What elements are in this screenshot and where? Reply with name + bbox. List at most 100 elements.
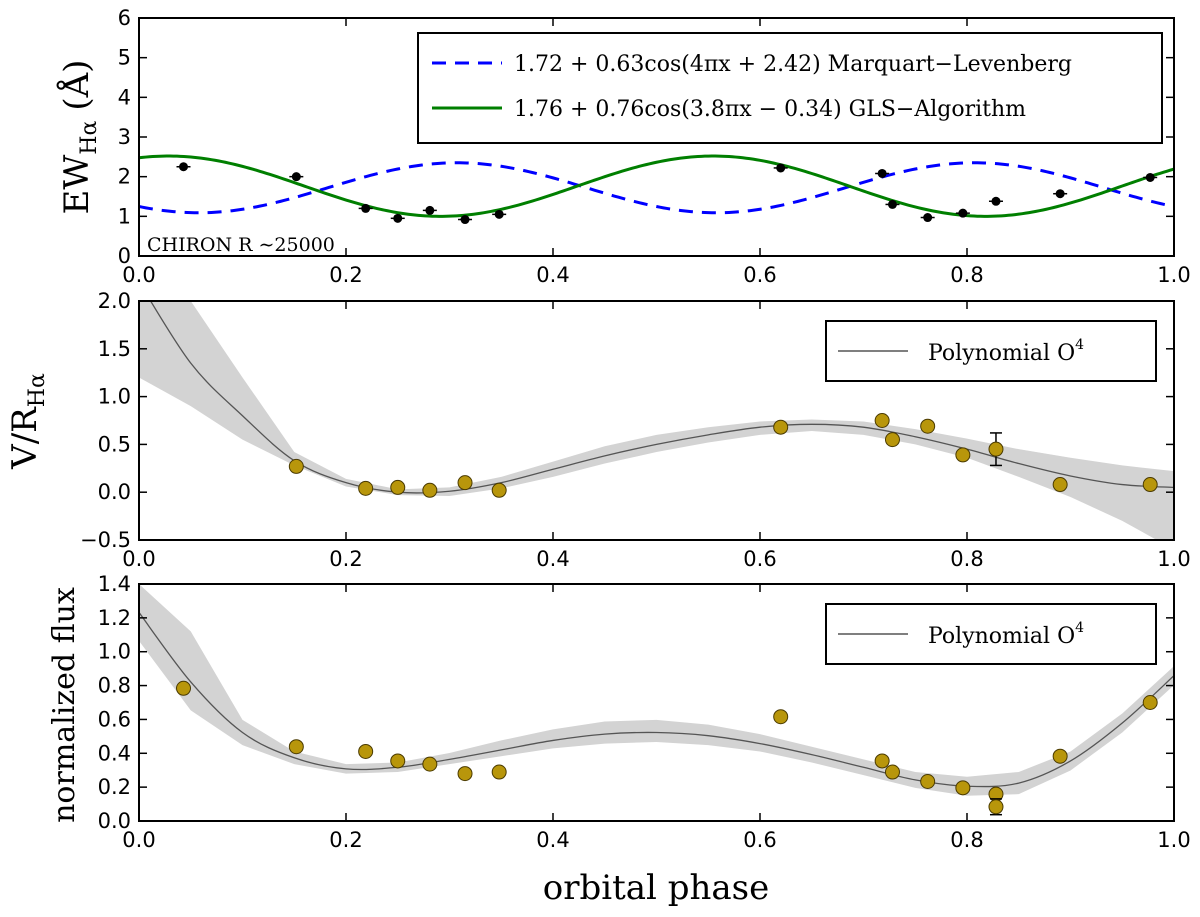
y-axis-label-bottom: normalized flux	[47, 587, 82, 823]
data-point-middle	[1142, 477, 1158, 493]
y-tick-label-top: 3	[118, 125, 131, 149]
plot-area-middle	[139, 301, 1174, 540]
y-axis-label-middle: V/RHα	[5, 373, 50, 470]
panel-middle-frame	[138, 300, 1175, 541]
data-point-bottom	[457, 766, 473, 782]
y-tick-label-middle: 0.0	[98, 480, 131, 504]
ylabel-middle-main: V/R	[5, 406, 45, 470]
y-tick-label-bottom: 1.2	[98, 606, 131, 630]
data-point-middle	[874, 413, 890, 428]
data-point-middle	[491, 482, 507, 498]
data-point-middle	[988, 441, 1004, 457]
data-point-bottom	[288, 739, 304, 755]
instrument-annotation: CHIRON R ∼25000	[147, 234, 335, 256]
y-tick-label-top: 4	[118, 85, 131, 109]
ew-data-point	[460, 215, 470, 225]
data-point-middle	[920, 418, 936, 434]
legend-middle-sup: 4	[1075, 337, 1084, 353]
x-tick-label-top: 0.6	[743, 263, 776, 287]
y-tick-label-bottom: 0.2	[98, 775, 131, 799]
legend-top-box	[417, 32, 1163, 144]
data-point-bottom	[988, 799, 1004, 815]
ew-data-point	[361, 203, 371, 213]
x-tick-label-middle: 0.6	[743, 547, 776, 571]
data-point-middle	[390, 479, 406, 495]
x-tick-label-top: 0.4	[536, 263, 569, 287]
x-tick-label-top: 0.8	[950, 263, 983, 287]
data-point-bottom	[1052, 748, 1068, 764]
y-tick-label-bottom: 1.4	[98, 572, 131, 596]
y-tick-label-top: 1	[118, 204, 131, 228]
x-tick-label-bottom: 0.4	[536, 828, 569, 852]
data-point-bottom	[491, 764, 507, 780]
data-point-middle	[422, 482, 438, 498]
ew-data-point	[958, 208, 968, 218]
x-tick-label-middle: 0.0	[122, 547, 155, 571]
y-tick-label-middle: −0.5	[80, 528, 131, 552]
x-tick-label-middle: 1.0	[1157, 547, 1190, 571]
y-axis-label-top: EWHα (Å)	[56, 60, 102, 215]
x-tick-label-bottom: 0.8	[950, 828, 983, 852]
y-tick-label-middle: 1.5	[98, 337, 131, 361]
legend-ml-label: 1.72 + 0.63cos(4πx + 2.42) Marquart−Leve…	[514, 52, 1072, 77]
panel-top: CHIRON R ∼25000 1.72 + 0.63cos(4πx + 2.4…	[56, 17, 1175, 257]
y-tick-label-top: 5	[118, 46, 131, 70]
plot-area-top	[139, 154, 1174, 225]
ylabel-top-main: EW	[57, 155, 97, 215]
data-point-bottom	[390, 753, 406, 769]
y-tick-label-bottom: 0.4	[98, 741, 131, 765]
x-tick-label-top: 0.2	[329, 263, 362, 287]
data-point-middle	[288, 458, 304, 474]
data-point-bottom	[955, 780, 971, 796]
legend-middle-name: Polynomial O	[928, 341, 1075, 366]
data-point-bottom	[422, 756, 438, 772]
y-tick-label-top: 2	[118, 165, 131, 189]
ew-data-point	[923, 213, 933, 223]
x-tick-label-middle: 0.4	[536, 547, 569, 571]
y-tick-label-bottom: 0.0	[98, 809, 131, 833]
y-tick-label-bottom: 1.0	[98, 640, 131, 664]
polynomial-fit-line-bottom	[139, 612, 1174, 788]
tick-labels: 0.0 0.2 0.4 0.6 0.8 1.0 0 1 2 3 4 5 6 0.0 0.2 0.4 0.6 0.8…	[80, 6, 1191, 852]
data-point-bottom	[874, 753, 890, 769]
x-tick-label-top: 1.0	[1157, 263, 1190, 287]
x-tick-label-bottom: 0.2	[329, 828, 362, 852]
y-tick-label-middle: 1.0	[98, 385, 131, 409]
x-tick-label-top: 0.0	[122, 263, 155, 287]
legend-middle: Polynomial O4	[825, 320, 1157, 382]
data-point-middle	[457, 475, 473, 491]
panel-bottom-frame	[138, 583, 1175, 822]
data-point-bottom	[920, 774, 936, 789]
ew-data-point	[291, 172, 301, 182]
ew-data-point	[494, 209, 504, 219]
panel-bottom: Polynomial O4 normalized flux	[47, 583, 1175, 823]
data-point-bottom	[884, 764, 900, 780]
ew-data-point	[991, 196, 1001, 206]
ew-data-point	[776, 163, 786, 173]
data-point-middle	[773, 419, 789, 435]
ew-data-point	[425, 205, 435, 215]
x-tick-label-bottom: 0.6	[743, 828, 776, 852]
x-axis-label: orbital phase	[543, 868, 769, 908]
data-point-middle	[884, 432, 900, 448]
legend-bottom-name: Polynomial O	[928, 624, 1075, 649]
ew-data-point	[877, 168, 887, 178]
x-tick-label-middle: 0.8	[950, 547, 983, 571]
ml-fit-line	[139, 161, 1174, 215]
ew-data-point	[393, 213, 403, 223]
data-point-bottom	[1142, 695, 1158, 710]
ew-data-point	[179, 162, 189, 172]
data-point-bottom	[176, 680, 192, 696]
gls-fit-line	[139, 154, 1174, 218]
legend-bottom-sup: 4	[1075, 620, 1084, 636]
y-tick-label-bottom: 0.8	[98, 674, 131, 698]
y-tick-label-bottom: 0.6	[98, 707, 131, 731]
plot-area-bottom	[139, 584, 1174, 816]
legend-gls-label: 1.76 + 0.76cos(3.8πx − 0.34) GLS−Algorit…	[514, 97, 1026, 122]
ew-data-point	[887, 199, 897, 209]
legend-bottom-label: Polynomial O4	[928, 620, 1084, 649]
panel-top-frame	[138, 17, 1175, 257]
data-point-middle	[955, 447, 971, 463]
ylabel-middle-sub: Hα	[25, 373, 50, 407]
